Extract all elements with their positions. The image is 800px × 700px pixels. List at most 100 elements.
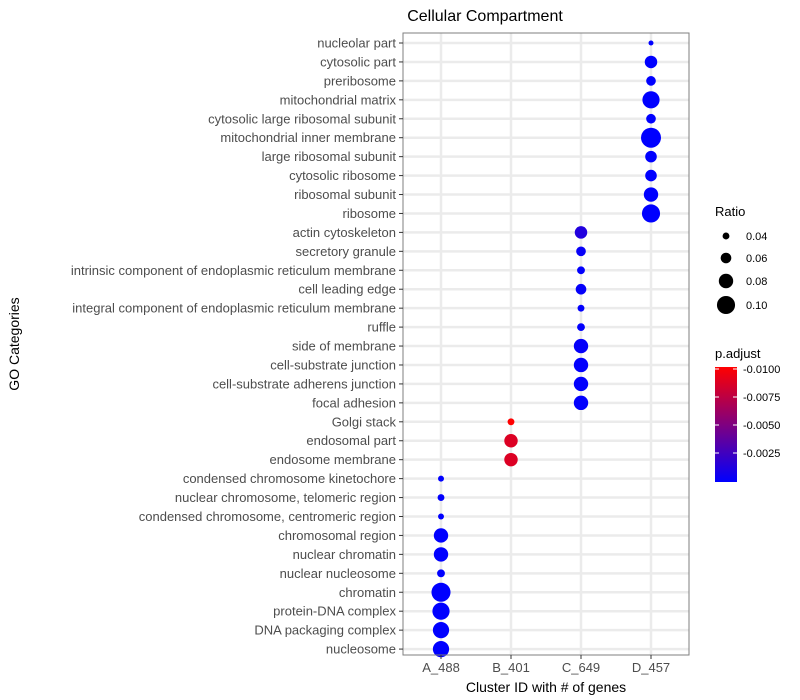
color-legend-label: -0.0100 bbox=[743, 364, 780, 376]
data-point bbox=[432, 602, 450, 620]
data-point bbox=[437, 569, 445, 578]
data-point bbox=[574, 226, 588, 239]
size-legend-title: Ratio bbox=[715, 204, 745, 219]
size-legend-key bbox=[716, 295, 736, 315]
data-point bbox=[573, 395, 589, 411]
data-point bbox=[573, 357, 589, 373]
panel-background bbox=[403, 33, 689, 655]
data-point bbox=[438, 475, 444, 482]
x-tick-label: D_457 bbox=[632, 660, 670, 675]
color-legend-items: -0.0100 -0.0075 -0.0050 -0.0025 bbox=[715, 364, 780, 460]
x-tick-label: B_401 bbox=[492, 660, 530, 675]
y-tick-label: endosome membrane bbox=[270, 452, 396, 467]
y-tick-label: integral component of endoplasmic reticu… bbox=[72, 301, 396, 316]
y-tick-label: cytosolic part bbox=[320, 54, 396, 69]
y-tick-label: side of membrane bbox=[292, 339, 396, 354]
color-legend-label: -0.0050 bbox=[743, 420, 780, 432]
color-legend: p.adjust -0.0100 -0.0075 -0.0050 -0.0025 bbox=[715, 346, 780, 482]
color-legend-bar bbox=[715, 367, 737, 482]
y-tick-label: condensed chromosome, centromeric region bbox=[139, 509, 396, 524]
data-point bbox=[641, 127, 661, 148]
y-tick-label: focal adhesion bbox=[312, 395, 396, 410]
size-legend-label: 0.06 bbox=[746, 253, 767, 265]
data-point bbox=[576, 246, 586, 257]
data-point bbox=[577, 304, 585, 312]
data-point bbox=[642, 91, 660, 109]
y-axis-ticks: nucleolar part cytosolic part preribosome m… bbox=[71, 36, 403, 657]
size-legend-label: 0.10 bbox=[746, 300, 767, 312]
size-legend-key bbox=[722, 232, 730, 240]
data-point bbox=[646, 76, 656, 86]
data-point bbox=[648, 40, 654, 46]
size-legend-items: 0.04 0.06 0.08 0.10 bbox=[716, 231, 767, 315]
size-legend-label: 0.04 bbox=[746, 231, 767, 243]
y-tick-label: cell-substrate adherens junction bbox=[212, 376, 396, 391]
color-legend-label: -0.0075 bbox=[743, 392, 780, 404]
y-tick-label: endosomal part bbox=[306, 433, 396, 448]
data-point bbox=[433, 547, 449, 562]
y-tick-label: chromatin bbox=[339, 585, 396, 600]
y-tick-label: ribosomal subunit bbox=[294, 187, 396, 202]
data-point bbox=[643, 187, 659, 202]
data-point bbox=[507, 418, 515, 426]
panel-border bbox=[402, 32, 690, 656]
x-tick-label: C_649 bbox=[562, 660, 600, 675]
data-point bbox=[646, 113, 656, 124]
y-tick-label: mitochondrial inner membrane bbox=[220, 130, 396, 145]
data-point bbox=[433, 528, 449, 543]
data-point bbox=[432, 640, 450, 658]
data-point bbox=[432, 622, 450, 639]
y-tick-label: intrinsic component of endoplasmic retic… bbox=[71, 263, 396, 278]
y-tick-label: nuclear nucleosome bbox=[280, 566, 396, 581]
y-tick-label: chromosomal region bbox=[278, 528, 396, 543]
y-tick-label: mitochondrial matrix bbox=[280, 92, 397, 107]
y-axis-title: GO Categories bbox=[6, 297, 22, 390]
size-legend-key bbox=[720, 252, 732, 264]
data-point bbox=[645, 150, 657, 163]
data-point bbox=[438, 513, 444, 520]
y-tick-label: DNA packaging complex bbox=[254, 623, 396, 638]
data-point bbox=[577, 266, 585, 275]
y-tick-label: ruffle bbox=[367, 320, 396, 335]
y-tick-label: preribosome bbox=[324, 73, 396, 88]
data-point bbox=[644, 55, 658, 69]
y-tick-label: nuclear chromatin bbox=[293, 547, 396, 562]
y-tick-label: nucleosome bbox=[326, 642, 396, 657]
chart-title: Cellular Compartment bbox=[407, 8, 563, 25]
y-tick-label: nucleolar part bbox=[317, 36, 396, 51]
data-point bbox=[437, 494, 445, 501]
y-tick-label: cell leading edge bbox=[298, 282, 396, 297]
plot-panel bbox=[402, 32, 690, 658]
size-legend-label: 0.08 bbox=[746, 276, 767, 288]
y-tick-label: cytosolic large ribosomal subunit bbox=[208, 111, 396, 126]
x-tick-label: A_488 bbox=[422, 660, 460, 675]
size-legend-key bbox=[718, 273, 734, 289]
data-point bbox=[431, 582, 451, 602]
data-points bbox=[431, 40, 661, 658]
data-point bbox=[573, 376, 589, 392]
size-legend: Ratio 0.04 0.06 0.08 0.10 bbox=[715, 204, 767, 315]
x-axis-title: Cluster ID with # of genes bbox=[466, 679, 626, 695]
data-point bbox=[645, 169, 657, 182]
y-tick-label: Golgi stack bbox=[332, 414, 397, 429]
data-point bbox=[577, 323, 585, 332]
y-tick-label: large ribosomal subunit bbox=[262, 149, 397, 164]
data-point bbox=[504, 434, 518, 448]
y-tick-label: cell-substrate junction bbox=[270, 357, 396, 372]
y-tick-label: secretory granule bbox=[296, 244, 396, 259]
color-legend-title: p.adjust bbox=[715, 346, 761, 361]
x-axis-ticks: A_488 B_401 C_649 D_457 bbox=[422, 655, 670, 675]
data-point bbox=[573, 338, 589, 354]
y-tick-label: ribosome bbox=[343, 206, 396, 221]
y-tick-label: cytosolic ribosome bbox=[289, 168, 396, 183]
data-point bbox=[504, 452, 518, 467]
data-point bbox=[575, 283, 587, 295]
data-point bbox=[641, 204, 661, 223]
color-legend-label: -0.0025 bbox=[743, 448, 780, 460]
gridlines bbox=[403, 33, 689, 655]
y-tick-label: protein-DNA complex bbox=[273, 604, 396, 619]
y-tick-label: actin cytoskeleton bbox=[293, 225, 396, 240]
y-tick-label: nuclear chromosome, telomeric region bbox=[175, 490, 396, 505]
y-tick-label: condensed chromosome kinetochore bbox=[183, 471, 396, 486]
